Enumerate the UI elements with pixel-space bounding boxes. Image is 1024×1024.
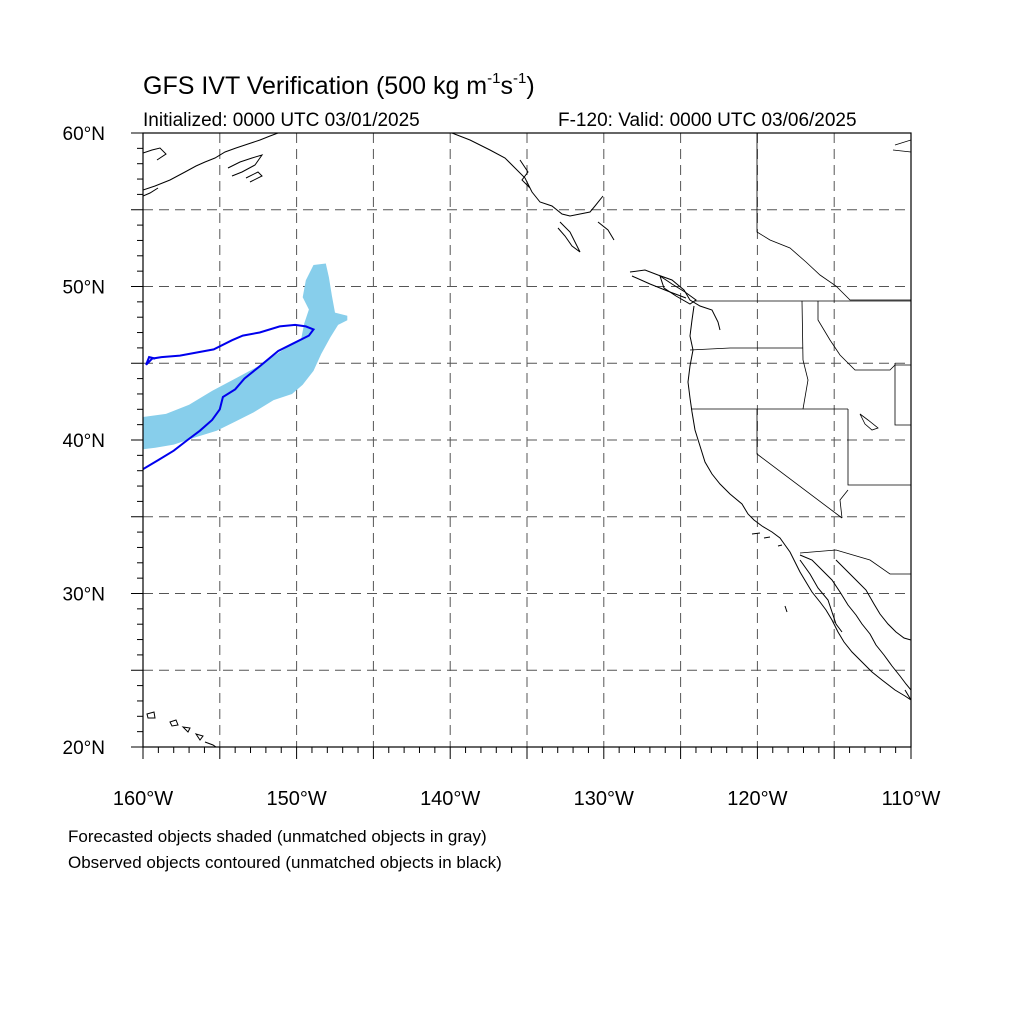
title-exponent-2: -1 [512, 70, 527, 87]
initialized-time: Initialized: 0000 UTC 03/01/2025 [143, 110, 420, 131]
lat-label: 50°N [63, 278, 105, 299]
lon-label: 120°W [727, 788, 787, 810]
observed-legend-note: Observed objects contoured (unmatched ob… [68, 853, 502, 872]
lon-label: 130°W [574, 788, 634, 810]
baja-california [799, 554, 911, 691]
lon-label: 150°W [266, 788, 326, 810]
channel-islands [751, 532, 788, 613]
lat-label: 30°N [63, 585, 105, 606]
lon-label: 110°W [882, 788, 941, 810]
lon-label: 160°W [113, 788, 173, 810]
mexico-coast [835, 559, 911, 701]
lat-label: 60°N [63, 124, 105, 145]
forecast-legend-note: Forecasted objects shaded (unmatched obj… [68, 827, 487, 846]
lon-label: 140°W [420, 788, 480, 810]
forecast-object [143, 263, 348, 450]
title-end: ) [526, 72, 535, 100]
alaska-coast [143, 133, 279, 197]
coastlines-and-borders [143, 133, 911, 747]
valid-time: F-120: Valid: 0000 UTC 03/06/2025 [558, 110, 857, 131]
map-title: GFS IVT Verification (500 kg m-1s-1) [143, 70, 535, 101]
observed-object-contour [143, 323, 316, 471]
lat-label: 40°N [63, 431, 105, 452]
us-west-coast [687, 305, 911, 701]
longitude-labels: 160°W 150°W 140°W 130°W 120°W 110°W [113, 788, 941, 810]
hawaii-islands [146, 711, 217, 747]
vancouver-island [659, 274, 697, 305]
title-exponent-1: -1 [487, 70, 501, 87]
political-borders [689, 133, 911, 575]
title-mid: s [500, 72, 513, 100]
graticule [143, 133, 911, 747]
axis-ticks [131, 132, 912, 759]
latitude-labels: 60°N 50°N 40°N 30°N 20°N [63, 124, 105, 759]
southeast-alaska-bc-coast [451, 133, 721, 331]
lat-label: 20°N [63, 738, 105, 759]
title-main: GFS IVT Verification (500 kg m [143, 72, 488, 100]
